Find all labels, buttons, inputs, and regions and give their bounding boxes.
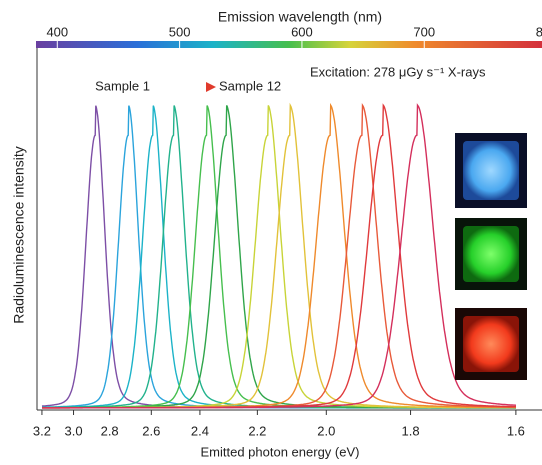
spectrum: [42, 105, 516, 409]
top-tick-label: 800: [536, 24, 542, 39]
sample-photos: [455, 133, 527, 380]
top-tick-label: 700: [413, 24, 435, 39]
x-tick-label: 2.2: [248, 423, 266, 438]
photo-blue: [463, 141, 519, 200]
top-tick-label: 400: [46, 24, 68, 39]
spectrum: [42, 105, 516, 409]
spectrum: [42, 105, 516, 409]
x-tick-label: 2.4: [191, 423, 209, 438]
x-tick-label: 3.0: [64, 423, 82, 438]
spectrum: [42, 105, 516, 409]
spectrum: [42, 105, 516, 409]
spectrum: [41, 105, 516, 409]
x-tick-label: 2.6: [142, 423, 160, 438]
x-tick-label: 3.2: [33, 423, 51, 438]
spectrum: [42, 103, 516, 409]
series-end-label: Sample 12: [219, 78, 281, 93]
wavelength-color-bar: [36, 41, 542, 48]
y-axis-label: Radioluminescence intensity: [11, 146, 27, 323]
spectrum: [42, 102, 516, 409]
x-tick-label: 2.0: [317, 423, 335, 438]
spectrum: [42, 103, 516, 409]
top-tick-label: 500: [169, 24, 191, 39]
x-axis-label: Emitted photon energy (eV): [201, 444, 360, 459]
photo-red: [463, 316, 519, 372]
x-tick-label: 1.8: [402, 423, 420, 438]
spectrum: [42, 105, 516, 409]
annotation: Excitation: 278 μGy s⁻¹ X-rays: [310, 64, 486, 79]
top-axis-label: Emission wavelength (nm): [218, 9, 382, 25]
spectrum: [42, 102, 516, 409]
series-start-label: Sample 1: [95, 78, 150, 93]
x-tick-label: 1.6: [507, 423, 525, 438]
top-tick-label: 600: [291, 24, 313, 39]
photo-green: [463, 226, 519, 282]
spectrum: [42, 103, 516, 409]
x-tick-label: 2.8: [101, 423, 119, 438]
series-arrowhead: [206, 82, 216, 92]
